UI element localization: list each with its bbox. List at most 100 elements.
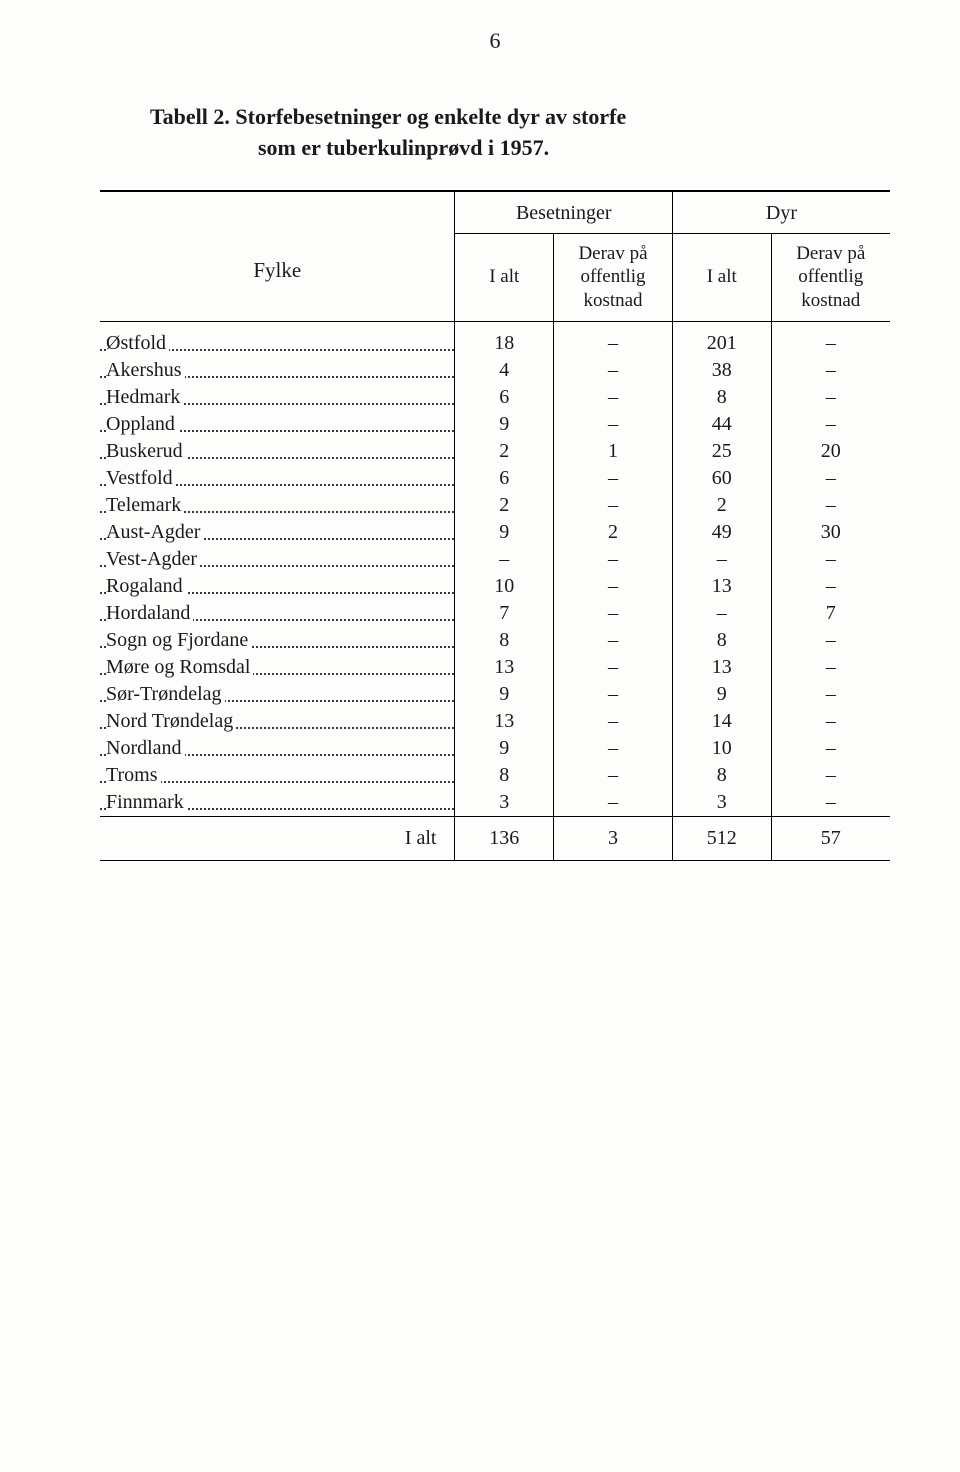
cell-value: 8 (455, 627, 554, 654)
cell-value: – (771, 681, 890, 708)
row-name: Hedmark (100, 384, 455, 411)
cell-value: – (554, 573, 673, 600)
table-row: Østfold18–201– (100, 321, 890, 357)
row-name: Sør-Trøndelag (100, 681, 455, 708)
cell-value: 6 (455, 465, 554, 492)
page-number: 6 (100, 28, 890, 54)
cell-value: 8 (672, 762, 771, 789)
cell-value: – (771, 789, 890, 817)
table-label: Tabell 2. (150, 104, 230, 129)
cell-value: 2 (554, 519, 673, 546)
row-name: Sogn og Fjordane (100, 627, 455, 654)
total-value: 57 (771, 816, 890, 860)
cell-value: 7 (771, 600, 890, 627)
header-ialt-left: I alt (455, 233, 554, 321)
cell-value: – (554, 762, 673, 789)
cell-value: 14 (672, 708, 771, 735)
cell-value: 9 (455, 735, 554, 762)
cell-value: 30 (771, 519, 890, 546)
total-value: 136 (455, 816, 554, 860)
cell-value: 7 (455, 600, 554, 627)
cell-value: – (554, 411, 673, 438)
row-name: Oppland (100, 411, 455, 438)
cell-value: 1 (554, 438, 673, 465)
cell-value: – (554, 465, 673, 492)
row-name: Finnmark (100, 789, 455, 817)
header-ialt-right: I alt (672, 233, 771, 321)
header-fylke: Fylke (100, 191, 455, 322)
cell-value: – (771, 465, 890, 492)
table-row: Akershus4–38– (100, 357, 890, 384)
table-row: Hedmark6–8– (100, 384, 890, 411)
cell-value: 60 (672, 465, 771, 492)
table-row: Aust-Agder924930 (100, 519, 890, 546)
cell-value: 8 (672, 627, 771, 654)
cell-value: – (554, 321, 673, 357)
row-name: Nordland (100, 735, 455, 762)
cell-value: – (771, 492, 890, 519)
cell-value: 10 (672, 735, 771, 762)
row-name: Buskerud (100, 438, 455, 465)
cell-value: 13 (455, 654, 554, 681)
cell-value: – (771, 321, 890, 357)
cell-value: 3 (455, 789, 554, 817)
table-row: Oppland9–44– (100, 411, 890, 438)
cell-value: – (554, 789, 673, 817)
cell-value: – (554, 357, 673, 384)
table-row: Telemark2–2– (100, 492, 890, 519)
cell-value: 38 (672, 357, 771, 384)
table-row: Møre og Romsdal13–13– (100, 654, 890, 681)
row-name: Aust-Agder (100, 519, 455, 546)
cell-value: – (771, 573, 890, 600)
table-row: Vest-Agder–––– (100, 546, 890, 573)
cell-value: – (672, 546, 771, 573)
table-row: Sogn og Fjordane8–8– (100, 627, 890, 654)
cell-value: 2 (455, 492, 554, 519)
cell-value: 9 (672, 681, 771, 708)
cell-value: 13 (672, 573, 771, 600)
cell-value: 2 (672, 492, 771, 519)
row-name: Troms (100, 762, 455, 789)
table-row: Nord Trøndelag13–14– (100, 708, 890, 735)
cell-value: – (554, 492, 673, 519)
cell-value: 20 (771, 438, 890, 465)
cell-value: 49 (672, 519, 771, 546)
cell-value: 9 (455, 681, 554, 708)
total-value: 512 (672, 816, 771, 860)
cell-value: 8 (672, 384, 771, 411)
cell-value: – (554, 600, 673, 627)
cell-value: – (771, 762, 890, 789)
cell-value: 8 (455, 762, 554, 789)
cell-value: – (455, 546, 554, 573)
row-name: Vest-Agder (100, 546, 455, 573)
header-derav-right: Derav påoffentligkostnad (771, 233, 890, 321)
row-name: Nord Trøndelag (100, 708, 455, 735)
table-row: Sør-Trøndelag9–9– (100, 681, 890, 708)
cell-value: – (554, 681, 673, 708)
table-total-row: I alt136351257 (100, 816, 890, 860)
cell-value: – (554, 654, 673, 681)
header-group-dyr: Dyr (672, 191, 890, 234)
cell-value: – (554, 627, 673, 654)
cell-value: 2 (455, 438, 554, 465)
cell-value: 10 (455, 573, 554, 600)
cell-value: – (771, 384, 890, 411)
table-row: Rogaland10–13– (100, 573, 890, 600)
cell-value: – (672, 600, 771, 627)
table-row: Troms8–8– (100, 762, 890, 789)
cell-value: 3 (672, 789, 771, 817)
total-value: 3 (554, 816, 673, 860)
cell-value: 18 (455, 321, 554, 357)
table-title-line2: som er tuberkulinprøvd i 1957. (150, 133, 890, 164)
table-row: Nordland9–10– (100, 735, 890, 762)
cell-value: 4 (455, 357, 554, 384)
table-row: Finnmark3–3– (100, 789, 890, 817)
cell-value: 6 (455, 384, 554, 411)
header-derav-left: Derav påoffentligkostnad (554, 233, 673, 321)
table-title: Tabell 2. Storfebesetninger og enkelte d… (100, 102, 890, 164)
cell-value: – (771, 546, 890, 573)
row-name: Østfold (100, 321, 455, 357)
row-name: Rogaland (100, 573, 455, 600)
data-table: Fylke Besetninger Dyr I alt Derav påoffe… (100, 190, 890, 861)
table-row: Buskerud212520 (100, 438, 890, 465)
